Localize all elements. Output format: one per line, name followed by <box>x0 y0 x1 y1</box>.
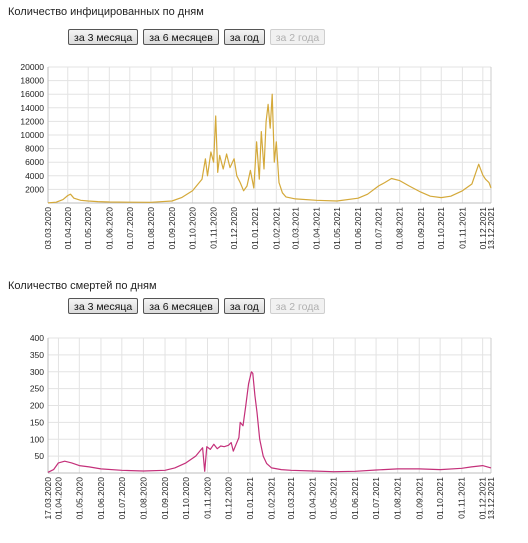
infected-y-tick-label: 20000 <box>20 62 44 72</box>
deaths-x-tick-label: 01.04.2021 <box>308 477 318 520</box>
deaths-x-tick-label: 01.11.2021 <box>457 477 467 519</box>
infected-2-years-button: за 2 года <box>269 29 326 45</box>
deaths-chart-panel: Количество смертей по дням за 3 месяца з… <box>0 272 528 543</box>
infected-x-tick-label: 01.02.2021 <box>271 207 281 250</box>
deaths-x-tick-label: 01.01.2021 <box>245 477 255 520</box>
infected-x-tick-label: 01.08.2020 <box>146 207 156 250</box>
deaths-x-tick-label: 01.09.2020 <box>160 477 170 520</box>
infected-y-tick-label: 12000 <box>20 116 44 126</box>
infected-x-tick-label: 01.05.2021 <box>332 207 342 250</box>
deaths-x-tick-label: 01.05.2021 <box>329 477 339 520</box>
infected-x-tick-label: 01.07.2020 <box>125 207 135 250</box>
infected-x-tick-label: 01.11.2021 <box>457 207 467 249</box>
infected-x-tick-label: 01.12.2021 <box>478 207 488 250</box>
deaths-y-tick-label: 200 <box>30 401 44 411</box>
infected-series-line <box>47 93 492 204</box>
deaths-x-tick-label: 01.12.2020 <box>223 477 233 520</box>
infected-x-tick-label: 13.12.2021 <box>486 207 496 250</box>
deaths-y-tick-label: 50 <box>35 451 45 461</box>
infected-period-buttons: за 3 месяца за 6 месяцев за год за 2 год… <box>68 29 326 45</box>
deaths-x-tick-label: 01.04.2020 <box>53 477 63 520</box>
deaths-period-buttons: за 3 месяца за 6 месяцев за год за 2 год… <box>68 298 326 314</box>
infected-x-tick-label: 01.05.2020 <box>83 207 93 250</box>
deaths-x-tick-label: 01.10.2021 <box>435 477 445 520</box>
deaths-x-tick-label: 01.08.2021 <box>393 477 403 520</box>
infected-x-tick-label: 01.08.2021 <box>395 207 405 250</box>
infected-y-tick-label: 2000 <box>25 184 44 194</box>
infected-y-tick-label: 10000 <box>20 130 44 140</box>
infected-y-tick-label: 6000 <box>25 157 44 167</box>
deaths-x-tick-label: 01.09.2021 <box>414 477 424 520</box>
deaths-x-tick-label: 01.06.2020 <box>96 477 106 520</box>
deaths-x-tick-label: 01.08.2020 <box>138 477 148 520</box>
infected-x-tick-label: 01.06.2021 <box>353 207 363 250</box>
infected-x-tick-label: 01.01.2021 <box>250 207 260 250</box>
deaths-y-tick-label: 150 <box>30 417 44 427</box>
deaths-year-button[interactable]: за год <box>223 298 265 314</box>
infected-3-months-button[interactable]: за 3 месяца <box>68 29 139 45</box>
infected-y-tick-label: 14000 <box>20 103 44 113</box>
deaths-x-tick-label: 17.03.2020 <box>43 477 53 520</box>
infected-x-tick-label: 01.06.2020 <box>104 207 114 250</box>
infected-x-tick-label: 01.07.2021 <box>374 207 384 250</box>
deaths-x-tick-label: 01.12.2021 <box>478 477 488 520</box>
deaths-chart-title: Количество смертей по дням <box>8 280 157 292</box>
infected-x-tick-label: 01.03.2021 <box>290 207 300 250</box>
infected-x-tick-label: 01.10.2020 <box>187 207 197 250</box>
infected-y-tick-label: 18000 <box>20 76 44 86</box>
infected-6-months-button[interactable]: за 6 месяцев <box>143 29 219 45</box>
deaths-x-tick-label: 01.07.2021 <box>371 477 381 520</box>
infected-x-tick-label: 01.04.2020 <box>63 207 73 250</box>
infected-y-tick-label: 4000 <box>25 171 44 181</box>
deaths-x-tick-label: 01.03.2021 <box>286 477 296 520</box>
infected-chart-panel: Количество инфицированных по дням за 3 м… <box>0 0 528 270</box>
infected-x-tick-label: 01.09.2021 <box>416 207 426 250</box>
deaths-y-tick-label: 100 <box>30 434 44 444</box>
infected-x-tick-label: 01.11.2020 <box>209 207 219 249</box>
infected-line-chart: 2000 4000 6000 8000 10000 12000 14000 16000 1800… <box>20 62 496 250</box>
deaths-x-tick-label: 01.11.2020 <box>203 477 213 519</box>
infected-x-tick-label: 03.03.2020 <box>43 207 53 250</box>
infected-chart-title: Количество инфицированных по дням <box>8 6 204 18</box>
deaths-6-months-button[interactable]: за 6 месяцев <box>143 298 219 314</box>
deaths-2-years-button: за 2 года <box>269 298 326 314</box>
deaths-x-tick-label: 01.05.2020 <box>74 477 84 520</box>
deaths-3-months-button[interactable]: за 3 месяца <box>68 298 139 314</box>
infected-x-tick-label: 01.12.2020 <box>229 207 239 250</box>
deaths-series-line <box>47 371 492 473</box>
deaths-y-tick-label: 350 <box>30 350 44 360</box>
deaths-x-tick-label: 01.02.2021 <box>267 477 277 520</box>
deaths-x-tick-label: 13.12.2021 <box>486 477 496 520</box>
deaths-y-tick-label: 400 <box>30 333 44 343</box>
deaths-x-tick-label: 01.10.2020 <box>181 477 191 520</box>
deaths-y-tick-label: 250 <box>30 384 44 394</box>
infected-x-tick-label: 01.09.2020 <box>167 207 177 250</box>
infected-y-tick-label: 8000 <box>25 144 44 154</box>
infected-y-tick-label: 16000 <box>20 89 44 99</box>
deaths-x-tick-label: 01.06.2021 <box>350 477 360 520</box>
infected-year-button[interactable]: за год <box>223 29 265 45</box>
deaths-x-tick-label: 01.07.2020 <box>117 477 127 520</box>
infected-x-tick-label: 01.10.2021 <box>436 207 446 250</box>
deaths-y-tick-label: 300 <box>30 367 44 377</box>
infected-x-tick-label: 01.04.2021 <box>312 207 322 250</box>
